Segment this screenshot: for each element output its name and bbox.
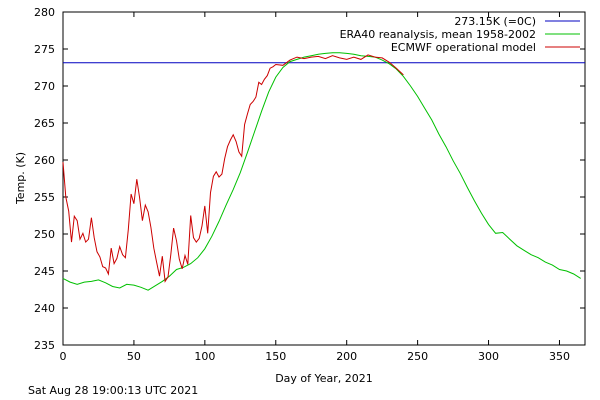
y-tick-label: 245 [34, 265, 55, 278]
y-tick-label: 250 [34, 228, 55, 241]
ecmwf-model-line [62, 54, 404, 283]
era40-mean-line [62, 52, 581, 291]
series-lines [62, 52, 585, 291]
legend-entry-era40-label: ERA40 reanalysis, mean 1958-2002 [340, 28, 536, 41]
legend-entry-freezing-label: 273.15K (=0C) [454, 15, 536, 28]
plot-frame [62, 11, 586, 346]
legend-entry-ecmwf-label: ECMWF operational model [391, 41, 536, 54]
y-tick-label: 265 [34, 117, 55, 130]
axis-ticks: 0 50 100 150 200 250 300 350 235 240 245 250 255 260 2… [34, 6, 585, 363]
y-tick-label: 235 [34, 339, 55, 352]
x-tick-label: 0 [60, 350, 67, 363]
x-tick-label: 250 [407, 350, 428, 363]
legend: 273.15K (=0C)ERA40 reanalysis, mean 1958… [340, 15, 580, 54]
y-tick-label: 270 [34, 80, 55, 93]
y-tick-label: 260 [34, 154, 55, 167]
x-tick-label: 150 [265, 350, 286, 363]
x-tick-label: 100 [194, 350, 215, 363]
y-tick-label: 255 [34, 191, 55, 204]
y-axis-label: Temp. (K) [14, 152, 27, 205]
timestamp-footer: Sat Aug 28 19:00:13 UTC 2021 [28, 384, 199, 397]
x-tick-label: 350 [549, 350, 570, 363]
x-tick-label: 300 [478, 350, 499, 363]
y-tick-label: 240 [34, 302, 55, 315]
x-axis-label: Day of Year, 2021 [275, 372, 373, 385]
y-tick-label: 280 [34, 6, 55, 19]
y-tick-label: 275 [34, 43, 55, 56]
x-tick-label: 200 [336, 350, 357, 363]
x-tick-label: 50 [127, 350, 141, 363]
